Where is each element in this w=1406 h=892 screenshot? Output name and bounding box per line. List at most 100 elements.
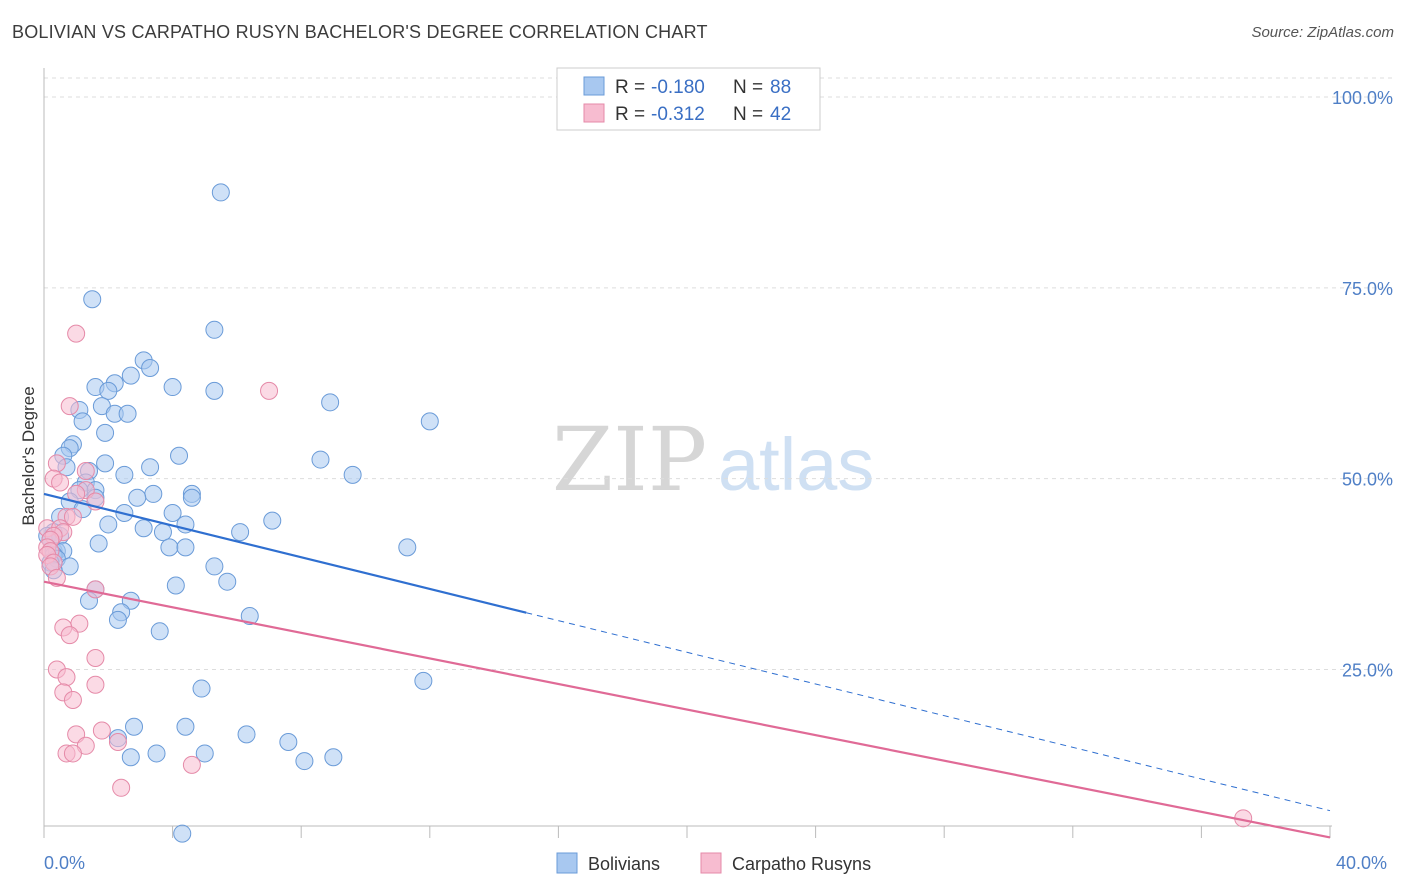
bolivian-point-41 — [163, 503, 182, 522]
bolivian-point-77 — [125, 717, 144, 736]
bolivian-point-4 — [141, 358, 160, 377]
bolivian-point-35 — [128, 488, 147, 507]
rusyn-point-6 — [51, 473, 70, 492]
bolivian-point-16 — [420, 412, 439, 431]
bolivian-point-2 — [205, 320, 224, 339]
bolivian-point-66 — [218, 572, 237, 591]
watermark-zip: ZIP — [552, 408, 707, 511]
axes — [43, 68, 1332, 827]
bolivian-point-23 — [311, 450, 330, 469]
bolivian-point-24 — [96, 454, 115, 473]
y-axis-label: Bachelor's Degree — [19, 386, 38, 525]
bolivian-point-84 — [121, 748, 140, 767]
rusyn-point-38 — [63, 744, 82, 763]
rusyn-point-40 — [112, 778, 131, 797]
bolivian-point-78 — [176, 717, 195, 736]
bolivian-point-10 — [205, 381, 224, 400]
bolivian-point-72 — [240, 607, 259, 626]
source-credit: Source: ZipAtlas.com — [1251, 24, 1394, 41]
trend-line-bolivians — [43, 492, 527, 614]
rusyn-point-3 — [47, 454, 66, 473]
trend-line-rusyns — [43, 580, 1331, 839]
bolivian-point-47 — [153, 523, 172, 542]
bolivian-point-79 — [237, 725, 256, 744]
bolivian-point-48 — [231, 523, 250, 542]
chart-title: BOLIVIAN VS CARPATHO RUSYN BACHELOR'S DE… — [12, 22, 708, 42]
rusyn-point-36 — [108, 732, 127, 751]
rusyn-point-29 — [57, 668, 76, 687]
rusyn-point-27 — [86, 649, 105, 668]
bolivian-point-67 — [166, 576, 185, 595]
series-bolivians-points — [38, 183, 439, 843]
y-tick-labels: 100.0% 75.0% 50.0% 25.0% — [1332, 88, 1393, 680]
bolivian-point-83 — [195, 744, 214, 763]
bolivian-point-55 — [176, 538, 195, 557]
x-tick-label-min: 0.0% — [44, 853, 85, 873]
rusyn-point-23 — [86, 580, 105, 599]
bolivian-point-82 — [147, 744, 166, 763]
rusyn-point-2 — [60, 397, 79, 416]
grid-lines — [44, 77, 1392, 670]
bolivian-point-44 — [99, 515, 118, 534]
series-legend: Bolivians Carpatho Rusyns — [556, 852, 871, 874]
correlation-legend: R = -0.180 N = 88 R = -0.312 N = 42 — [556, 67, 821, 131]
rusyn-point-26 — [60, 626, 79, 645]
rusyn-point-30 — [86, 675, 105, 694]
bolivian-point-29 — [343, 465, 362, 484]
bolivian-point-56 — [398, 538, 417, 557]
legend-r-label-bolivians: R = — [615, 77, 645, 98]
bolivian-point-5 — [121, 366, 140, 385]
bolivian-point-25 — [141, 458, 160, 477]
bolivian-point-63 — [205, 557, 224, 576]
bolivian-point-11 — [321, 393, 340, 412]
bolivian-point-38 — [182, 488, 201, 507]
y-tick-label-100: 100.0% — [1332, 88, 1393, 108]
legend-n-value-bolivians: 88 — [770, 77, 791, 98]
legend-r-value-rusyns: -0.312 — [651, 104, 705, 125]
bolivian-point-1 — [83, 290, 102, 309]
rusyn-point-22 — [47, 568, 66, 587]
bolivian-point-81 — [279, 732, 298, 751]
watermark-atlas: atlas — [718, 423, 874, 506]
legend-n-value-rusyns: 42 — [770, 104, 791, 125]
bolivian-point-46 — [134, 519, 153, 538]
rusyn-point-39 — [182, 755, 201, 774]
bottom-legend-label-bolivians: Bolivians — [588, 854, 660, 874]
y-tick-label-75: 75.0% — [1342, 279, 1393, 299]
bolivian-point-22 — [170, 446, 189, 465]
legend-r-value-bolivians: -0.180 — [651, 77, 705, 98]
bolivian-point-74 — [150, 622, 169, 641]
legend-swatch-rusyns — [583, 103, 605, 123]
bolivian-point-54 — [160, 538, 179, 557]
y-tick-label-25: 25.0% — [1342, 660, 1393, 680]
rusyn-point-4 — [76, 462, 95, 481]
rusyn-point-32 — [63, 691, 82, 710]
trend-line-bolivians-extrapolated — [526, 612, 1331, 812]
bolivian-point-8 — [163, 378, 182, 397]
bolivian-point-28 — [115, 465, 134, 484]
bottom-legend-swatch-rusyns — [700, 852, 722, 874]
bolivian-point-9 — [99, 381, 118, 400]
bolivian-point-87 — [173, 824, 192, 843]
x-tick-label-max: 40.0% — [1336, 853, 1387, 873]
legend-r-label-rusyns: R = — [615, 104, 645, 125]
legend-n-label-bolivians: N = — [733, 77, 763, 98]
bolivian-point-73 — [108, 610, 127, 629]
bolivian-point-18 — [96, 423, 115, 442]
rusyn-point-0 — [67, 324, 86, 343]
legend-n-label-rusyns: N = — [733, 104, 763, 125]
bottom-legend-swatch-bolivians — [556, 852, 578, 874]
bolivian-point-33 — [144, 484, 163, 503]
bolivian-point-0 — [211, 183, 230, 202]
y-tick-label-50: 50.0% — [1342, 470, 1393, 490]
bolivian-point-85 — [324, 748, 343, 767]
rusyn-point-1 — [260, 381, 279, 400]
x-tick-marks — [43, 826, 1331, 838]
bolivian-point-76 — [192, 679, 211, 698]
bolivian-point-75 — [414, 671, 433, 690]
bottom-legend-label-rusyns: Carpatho Rusyns — [732, 854, 871, 874]
bolivian-point-53 — [89, 534, 108, 553]
bolivian-point-86 — [295, 752, 314, 771]
trend-lines — [43, 492, 1331, 839]
